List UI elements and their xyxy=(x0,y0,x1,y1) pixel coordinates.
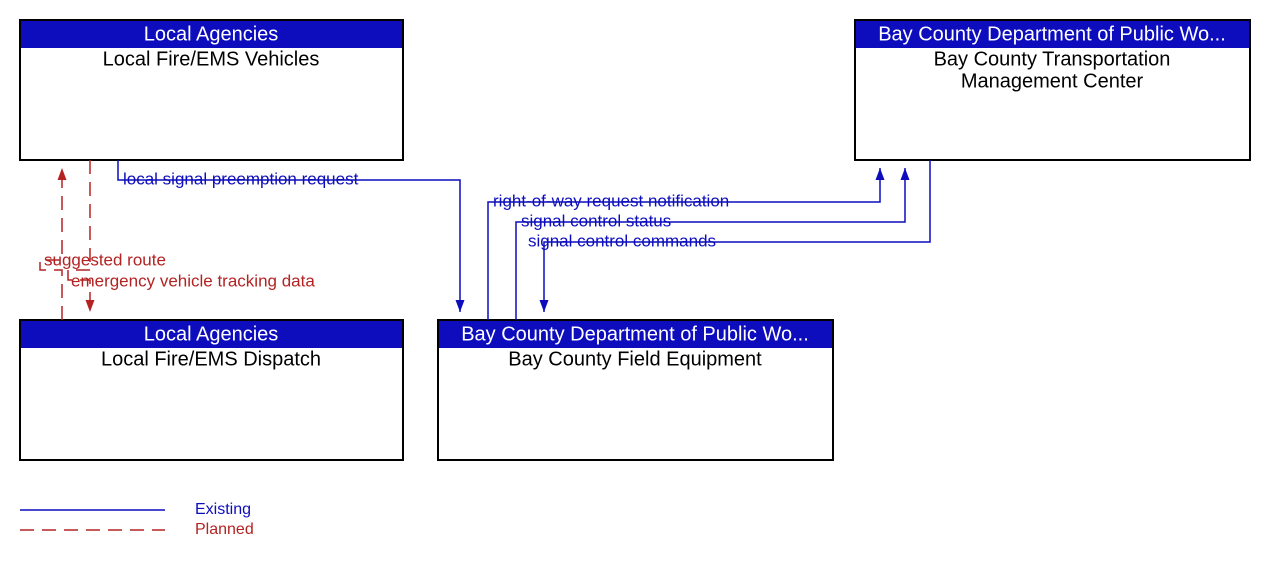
flow-suggested-route xyxy=(40,168,62,320)
box-body-label: Local Fire/EMS Dispatch xyxy=(101,349,321,371)
box-header-label: Bay County Department of Public Wo... xyxy=(461,323,809,345)
legend-planned-label: Planned xyxy=(195,521,254,538)
flow-label: signal control commands xyxy=(528,231,716,250)
box-bay-county-tmc: Bay County Department of Public Wo... Ba… xyxy=(855,20,1250,160)
flow-label: suggested route xyxy=(44,250,166,269)
flow-label: emergency vehicle tracking data xyxy=(71,271,315,290)
legend: Existing Planned xyxy=(20,501,254,538)
box-body-label: Local Fire/EMS Vehicles xyxy=(103,49,320,71)
box-local-fire-ems-vehicles: Local Agencies Local Fire/EMS Vehicles xyxy=(20,20,403,160)
flow-label: local signal preemption request xyxy=(123,169,359,188)
box-header-label: Local Agencies xyxy=(144,323,279,345)
box-body-label: Bay County Field Equipment xyxy=(508,349,762,371)
flow-label: right-of-way request notification xyxy=(493,191,729,210)
box-header-label: Local Agencies xyxy=(144,23,279,45)
box-local-fire-ems-dispatch: Local Agencies Local Fire/EMS Dispatch xyxy=(20,320,403,460)
box-body-line2: Management Center xyxy=(961,71,1144,93)
box-header-label: Bay County Department of Public Wo... xyxy=(878,23,1226,45)
legend-existing-label: Existing xyxy=(195,501,251,518)
box-bay-county-field-equipment: Bay County Department of Public Wo... Ba… xyxy=(438,320,833,460)
box-body-line1: Bay County Transportation xyxy=(934,49,1171,71)
architecture-diagram: Local Agencies Local Fire/EMS Vehicles B… xyxy=(0,0,1261,561)
flow-label: signal control status xyxy=(521,211,671,230)
